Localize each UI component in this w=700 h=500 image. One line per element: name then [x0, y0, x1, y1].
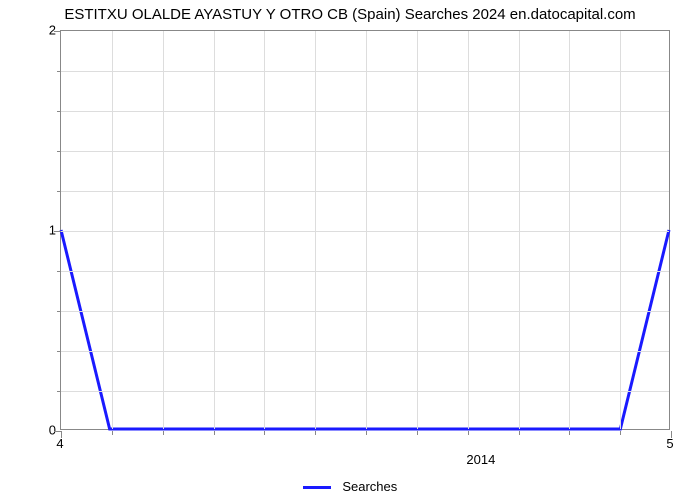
chart-container: ESTITXU OLALDE AYASTUY Y OTRO CB (Spain)…	[0, 0, 700, 500]
plot-area	[60, 30, 670, 430]
gridline-v	[264, 31, 265, 429]
x-minor-tick	[264, 431, 265, 435]
gridline-h	[61, 191, 669, 192]
gridline-v	[163, 31, 164, 429]
gridline-v	[620, 31, 621, 429]
x-minor-tick	[417, 431, 418, 435]
chart-title: ESTITXU OLALDE AYASTUY Y OTRO CB (Spain)…	[0, 6, 700, 23]
gridline-v	[214, 31, 215, 429]
x-tick-label: 4	[56, 436, 63, 451]
gridline-v	[366, 31, 367, 429]
x-minor-tick	[214, 431, 215, 435]
gridline-v	[112, 31, 113, 429]
legend-label: Searches	[342, 479, 397, 494]
x-minor-tick	[468, 431, 469, 435]
legend-swatch	[303, 486, 331, 489]
x-tick	[671, 431, 672, 438]
x-minor-tick	[315, 431, 316, 435]
gridline-h	[61, 391, 669, 392]
x-axis-year-label: 2014	[466, 452, 495, 467]
y-minor-tick	[57, 191, 61, 192]
x-minor-tick	[163, 431, 164, 435]
x-minor-tick	[112, 431, 113, 435]
x-minor-tick	[569, 431, 570, 435]
y-tick-label: 1	[40, 223, 56, 238]
gridline-v	[468, 31, 469, 429]
x-tick-label: 5	[666, 436, 673, 451]
x-minor-tick	[366, 431, 367, 435]
y-tick	[54, 431, 61, 432]
y-minor-tick	[57, 391, 61, 392]
gridline-h	[61, 351, 669, 352]
y-minor-tick	[57, 351, 61, 352]
series-line	[61, 31, 669, 429]
y-minor-tick	[57, 71, 61, 72]
y-tick-label: 2	[40, 23, 56, 38]
y-minor-tick	[57, 111, 61, 112]
gridline-v	[315, 31, 316, 429]
gridline-h	[61, 111, 669, 112]
gridline-v	[519, 31, 520, 429]
y-tick	[54, 231, 61, 232]
y-tick-label: 0	[40, 423, 56, 438]
gridline-h	[61, 71, 669, 72]
gridline-h	[61, 151, 669, 152]
y-minor-tick	[57, 311, 61, 312]
gridline-v	[569, 31, 570, 429]
gridline-v	[417, 31, 418, 429]
gridline-h	[61, 231, 669, 232]
x-minor-tick	[620, 431, 621, 435]
y-minor-tick	[57, 271, 61, 272]
gridline-h	[61, 271, 669, 272]
y-minor-tick	[57, 151, 61, 152]
y-tick	[54, 31, 61, 32]
x-tick	[61, 431, 62, 438]
gridline-h	[61, 311, 669, 312]
legend: Searches	[0, 479, 700, 494]
x-minor-tick	[519, 431, 520, 435]
